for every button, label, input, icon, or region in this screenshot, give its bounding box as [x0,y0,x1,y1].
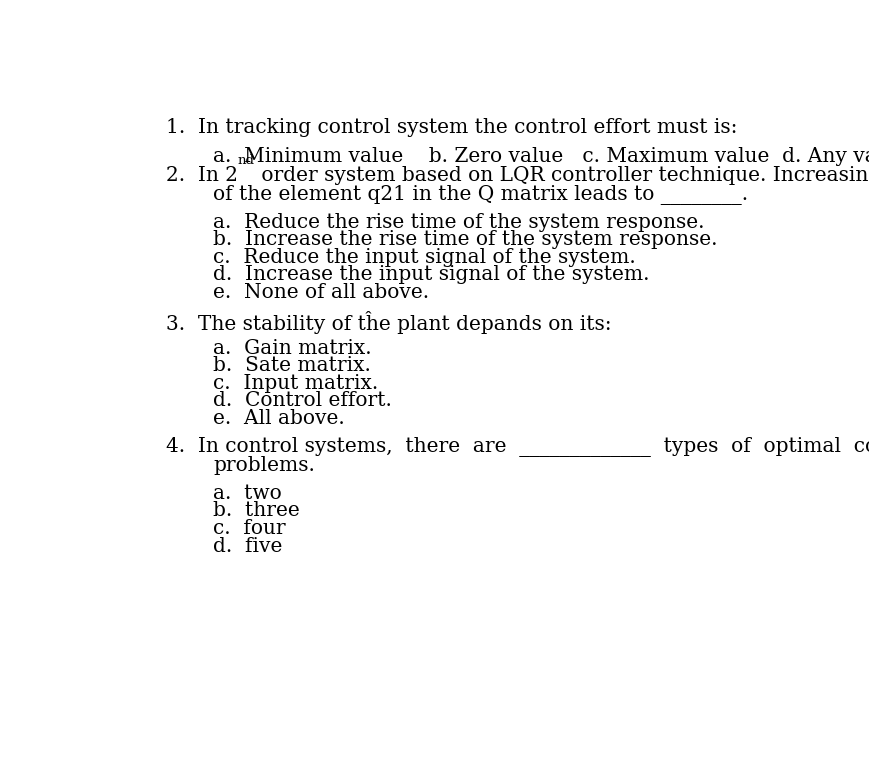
Text: c.  four: c. four [213,519,286,538]
Text: d.  five: d. five [213,537,282,556]
Text: b.  Increase the rise time of the system response.: b. Increase the rise time of the system … [213,230,718,249]
Text: problems.: problems. [213,456,315,475]
Text: a.  two: a. two [213,484,282,503]
Text: of the element q21 in the Q matrix leads to ________.: of the element q21 in the Q matrix leads… [213,185,748,205]
Text: d.  Control effort.: d. Control effort. [213,391,392,410]
Text: 3.  The stability of tĥe plant depands on its:: 3. The stability of tĥe plant depands on… [166,311,612,334]
Text: a.  Gain matrix.: a. Gain matrix. [213,339,372,358]
Text: a.  Minimum value    b. Zero value   c. Maximum value  d. Any value: a. Minimum value b. Zero value c. Maximu… [213,147,869,166]
Text: 4.  In control systems,  there  are  _____________  types  of  optimal  control: 4. In control systems, there are _______… [166,437,869,457]
Text: a.  Reduce the rise time of the system response.: a. Reduce the rise time of the system re… [213,212,705,231]
Text: e.  None of all above.: e. None of all above. [213,283,429,302]
Text: nd: nd [238,154,255,167]
Text: b.  Sate matrix.: b. Sate matrix. [213,356,371,375]
Text: c.  Reduce the input signal of the system.: c. Reduce the input signal of the system… [213,248,636,267]
Text: b.  three: b. three [213,501,300,521]
Text: order system based on LQR controller technique. Increasing the value: order system based on LQR controller tec… [255,166,869,185]
Text: d.  Increase the input signal of the system.: d. Increase the input signal of the syst… [213,266,649,285]
Text: 2.  In 2: 2. In 2 [166,166,238,185]
Text: c.  Input matrix.: c. Input matrix. [213,374,378,393]
Text: 1.  In tracking control system the control effort must is:: 1. In tracking control system the contro… [166,118,738,137]
Text: e.  All above.: e. All above. [213,409,345,428]
